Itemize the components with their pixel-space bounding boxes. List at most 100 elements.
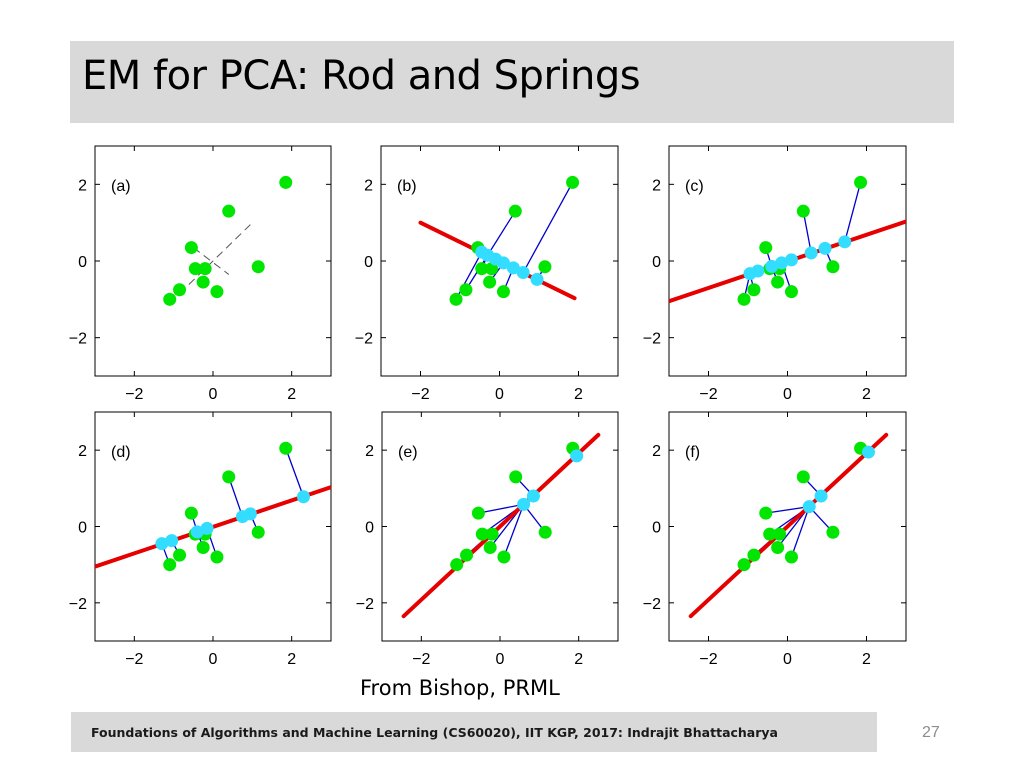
spring-line bbox=[765, 506, 810, 514]
projection-point bbox=[530, 272, 544, 286]
y-tick-label: 2 bbox=[78, 443, 87, 460]
data-point bbox=[173, 548, 187, 562]
rod-line bbox=[401, 432, 601, 619]
principal-axis-dashed bbox=[193, 247, 230, 275]
x-tick-label: −2 bbox=[699, 386, 717, 403]
y-tick-label: 0 bbox=[365, 520, 374, 537]
projection-point bbox=[838, 235, 852, 249]
data-point bbox=[796, 204, 810, 218]
data-point bbox=[196, 540, 210, 554]
data-point bbox=[566, 175, 580, 189]
projection-point bbox=[496, 256, 510, 270]
y-tick-label: 0 bbox=[78, 254, 87, 271]
panel-1: −2 0 2 −2 0 2 (b) bbox=[355, 145, 619, 403]
x-tick-label: −2 bbox=[412, 651, 430, 668]
panel-5: −2 0 2 −2 0 2 (f) bbox=[643, 411, 907, 668]
panel-0: −2 0 2 −2 0 2 (a) bbox=[69, 145, 332, 403]
x-tick-label: 0 bbox=[783, 386, 792, 403]
data-point bbox=[251, 525, 265, 539]
y-tick-label: 0 bbox=[652, 254, 661, 271]
data-point bbox=[475, 527, 489, 541]
em-pca-figure: −2 0 2 −2 0 2 (a) −2 0 2 −2 0 2 (b) −2 0 2 −2 0 2 (c) −2 0 2 −2 0… bbox=[69, 145, 907, 668]
data-point bbox=[184, 241, 198, 255]
x-tick-label: 2 bbox=[862, 651, 871, 668]
x-tick-label: 2 bbox=[574, 386, 583, 403]
x-tick-label: −2 bbox=[699, 651, 717, 668]
data-point bbox=[737, 558, 751, 572]
y-tick-label: 0 bbox=[364, 254, 373, 271]
projection-point bbox=[243, 507, 257, 521]
spring-line bbox=[285, 448, 305, 497]
y-tick-label: −2 bbox=[643, 331, 661, 348]
data-point bbox=[450, 558, 464, 572]
slide-title: EM for PCA: Rod and Springs bbox=[82, 53, 641, 99]
projection-point bbox=[526, 489, 540, 503]
data-point bbox=[784, 550, 798, 564]
title-bar: EM for PCA: Rod and Springs bbox=[70, 41, 954, 123]
panel-3: −2 0 2 −2 0 2 (d) bbox=[69, 411, 332, 668]
x-tick-label: 0 bbox=[783, 651, 792, 668]
data-point bbox=[188, 262, 202, 276]
data-point bbox=[485, 527, 499, 541]
data-point bbox=[759, 241, 773, 255]
projection-point bbox=[200, 521, 214, 535]
panel-label: (b) bbox=[397, 178, 417, 195]
data-point bbox=[771, 275, 785, 289]
principal-axis-dashed bbox=[179, 224, 251, 294]
panel-2: −2 0 2 −2 0 2 (c) bbox=[643, 145, 907, 403]
data-point bbox=[737, 292, 751, 306]
data-point bbox=[471, 506, 485, 520]
projection-point bbox=[802, 500, 816, 514]
spring-line bbox=[228, 476, 244, 517]
footer-text: Foundations of Algorithms and Machine Le… bbox=[91, 725, 778, 740]
data-point bbox=[483, 275, 497, 289]
data-point bbox=[784, 285, 798, 299]
data-point bbox=[538, 525, 552, 539]
projection-point bbox=[861, 445, 875, 459]
y-tick-label: 2 bbox=[365, 443, 374, 460]
y-tick-label: 0 bbox=[78, 520, 87, 537]
spring-line bbox=[802, 211, 812, 254]
data-point bbox=[508, 204, 522, 218]
x-tick-label: −2 bbox=[125, 651, 143, 668]
y-tick-label: −2 bbox=[69, 596, 87, 613]
spring-line bbox=[522, 182, 574, 273]
projection-point bbox=[818, 241, 832, 255]
data-point bbox=[759, 506, 773, 520]
x-tick-label: 2 bbox=[287, 651, 296, 668]
data-point bbox=[747, 548, 761, 562]
data-point bbox=[279, 175, 293, 189]
y-tick-label: 0 bbox=[652, 520, 661, 537]
rod-line bbox=[688, 432, 889, 619]
data-point bbox=[198, 262, 212, 276]
projection-point bbox=[804, 246, 818, 260]
projection-point bbox=[784, 253, 798, 267]
spring-line bbox=[487, 210, 516, 256]
projection-point bbox=[517, 497, 531, 511]
data-point bbox=[184, 506, 198, 520]
projection-point bbox=[751, 264, 765, 278]
data-point bbox=[826, 525, 840, 539]
data-point bbox=[459, 283, 473, 297]
spring-line bbox=[790, 506, 810, 558]
data-point bbox=[747, 283, 761, 297]
projection-point bbox=[814, 489, 828, 503]
x-tick-label: 0 bbox=[209, 651, 218, 668]
data-point bbox=[222, 204, 236, 218]
data-point bbox=[475, 262, 489, 276]
x-tick-label: −2 bbox=[411, 386, 429, 403]
y-tick-label: −2 bbox=[356, 596, 374, 613]
spring-line bbox=[844, 182, 862, 243]
data-point bbox=[222, 470, 236, 484]
data-point bbox=[173, 283, 187, 297]
panel-label: (c) bbox=[685, 178, 704, 195]
projection-point bbox=[506, 261, 520, 275]
panel-label: (e) bbox=[398, 444, 418, 461]
data-point bbox=[497, 550, 511, 564]
projection-point bbox=[155, 537, 169, 551]
figure-caption: From Bishop, PRML bbox=[360, 676, 560, 700]
x-tick-label: 0 bbox=[495, 386, 504, 403]
y-tick-label: −2 bbox=[355, 331, 373, 348]
projection-point bbox=[165, 534, 179, 548]
data-point bbox=[210, 550, 224, 564]
